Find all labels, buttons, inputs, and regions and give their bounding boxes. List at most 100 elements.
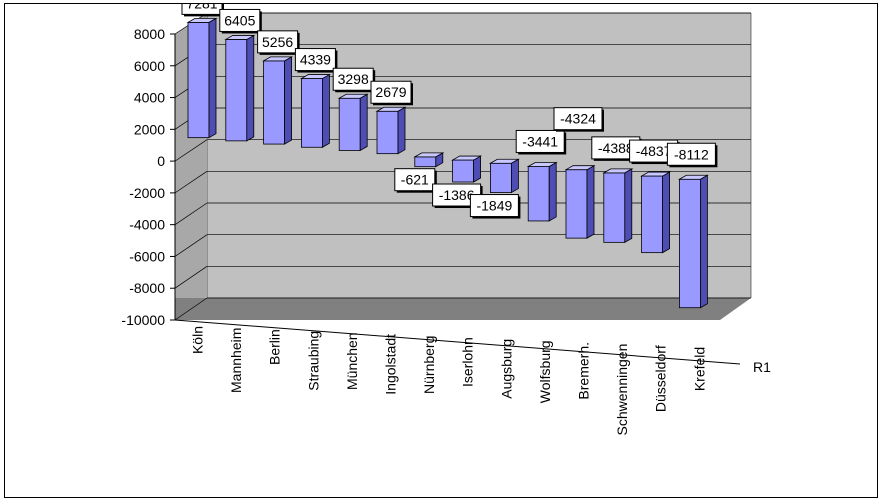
x-tick-label: Ingolstadt xyxy=(383,334,399,395)
bar-side xyxy=(624,168,633,244)
x-tick-label: Wolfsburg xyxy=(537,340,553,403)
chart-svg: 8000 6000 4000 2000 0 -2000 -4000 -6000 -8000 -10… xyxy=(121,0,771,436)
x-tick-label: Schwenningen xyxy=(614,344,630,436)
bar-front xyxy=(489,162,512,193)
data-label: -4324 xyxy=(553,107,604,132)
gridline-side xyxy=(174,266,208,289)
bar-top xyxy=(299,74,331,79)
data-label-box xyxy=(370,80,412,104)
bar-side xyxy=(548,161,557,222)
bar-top xyxy=(451,155,483,161)
bar-top xyxy=(224,35,256,40)
x-tick-label: Bremerh. xyxy=(576,342,592,400)
data-label: 2679 xyxy=(370,80,413,106)
x-tick-label: Augsburg xyxy=(498,339,514,399)
bar-front xyxy=(376,110,399,155)
gridline-side xyxy=(174,234,208,257)
series-axis-label: R1 xyxy=(753,359,771,375)
data-labels: 7281 6405 5256 4339 3298 2679 -621 -1386-1849 -3… xyxy=(181,0,718,219)
bar xyxy=(186,17,218,139)
bar xyxy=(602,168,634,244)
data-label: 6405 xyxy=(219,8,262,34)
x-tick-label: Mannheim xyxy=(228,328,244,393)
bar-front xyxy=(452,159,475,183)
bar-side xyxy=(208,17,217,139)
y-tick-label: -2000 xyxy=(129,185,165,201)
bar xyxy=(640,171,672,254)
data-label: 4339 xyxy=(294,48,338,73)
data-label: -621 xyxy=(394,168,437,193)
y-tick-label: -6000 xyxy=(129,248,165,264)
bar xyxy=(337,93,369,152)
data-label-text: -1849 xyxy=(476,198,512,214)
bar-front xyxy=(414,156,437,168)
chart-frame: 8000 6000 4000 2000 0 -2000 -4000 -6000 -8000 -10… xyxy=(4,0,878,498)
x-axis: Köln Mannheim Berlin Straubing München Ingols… xyxy=(174,319,741,436)
data-label-text: 7281 xyxy=(186,4,217,11)
x-axis-line xyxy=(174,319,741,365)
bar xyxy=(488,158,520,194)
data-label-box xyxy=(553,107,603,131)
x-tick-label: München xyxy=(344,332,360,390)
data-label: -8112 xyxy=(666,142,718,168)
data-label-box xyxy=(219,8,261,32)
bar-top xyxy=(186,17,218,23)
data-label-text: -4837 xyxy=(636,143,672,159)
bar-side xyxy=(473,155,482,183)
data-label-box xyxy=(394,168,436,192)
bar-top xyxy=(640,171,672,177)
bar-side xyxy=(284,56,293,145)
y-tick-label: -10000 xyxy=(121,312,165,328)
gridline-side xyxy=(174,297,208,321)
y-tick-label: 8000 xyxy=(134,26,165,42)
bar-top xyxy=(337,93,369,99)
x-tick-label: Düsseldorf xyxy=(653,345,669,412)
bar-top xyxy=(262,56,294,62)
data-label-box xyxy=(181,0,223,15)
data-label-box xyxy=(332,67,374,91)
data-label-text: -3441 xyxy=(522,133,558,149)
bar-side xyxy=(586,164,595,239)
data-label: 7281 xyxy=(181,0,224,17)
chart-floor xyxy=(175,298,751,320)
bar-front xyxy=(527,166,550,222)
x-tick-label: Iserlohn xyxy=(460,337,476,387)
bar-front xyxy=(679,178,701,309)
x-tick-label: Nürnberg xyxy=(421,336,437,394)
data-label-text: -1386 xyxy=(439,187,475,203)
data-label-text: -621 xyxy=(401,172,429,188)
data-label-text: 3298 xyxy=(338,71,369,87)
bar-front xyxy=(338,97,361,151)
gridline-side xyxy=(174,139,208,162)
data-label-text: 6405 xyxy=(224,12,255,28)
data-label: -3441 xyxy=(515,129,567,155)
bar-front xyxy=(300,78,323,148)
bar-side xyxy=(700,174,708,309)
bar-front xyxy=(603,172,626,243)
bar-top xyxy=(488,158,520,164)
x-tick-label: Krefeld xyxy=(691,347,707,391)
bar-front xyxy=(263,60,286,145)
bar xyxy=(564,164,596,239)
data-label: 3298 xyxy=(332,67,376,93)
bar-front xyxy=(641,175,663,254)
bar xyxy=(262,56,294,145)
y-tick-label: 2000 xyxy=(134,121,165,137)
data-label-box xyxy=(294,48,336,72)
bar xyxy=(375,106,407,155)
y-tick-label: -4000 xyxy=(129,217,165,233)
bar-side xyxy=(321,73,330,148)
y-tick-label: 0 xyxy=(157,153,165,169)
data-label-text: -4324 xyxy=(560,111,596,127)
bar-side xyxy=(246,34,255,142)
data-label-box xyxy=(257,30,299,54)
data-label: 5256 xyxy=(257,30,300,55)
bar-top xyxy=(602,168,634,174)
data-label-text: -4388 xyxy=(598,140,634,156)
bar-top xyxy=(413,152,445,158)
bar-top xyxy=(375,106,407,112)
bar-side xyxy=(662,171,670,254)
data-label-box xyxy=(666,142,716,166)
bar-top xyxy=(564,165,596,171)
x-tick-label: Straubing xyxy=(305,331,321,391)
